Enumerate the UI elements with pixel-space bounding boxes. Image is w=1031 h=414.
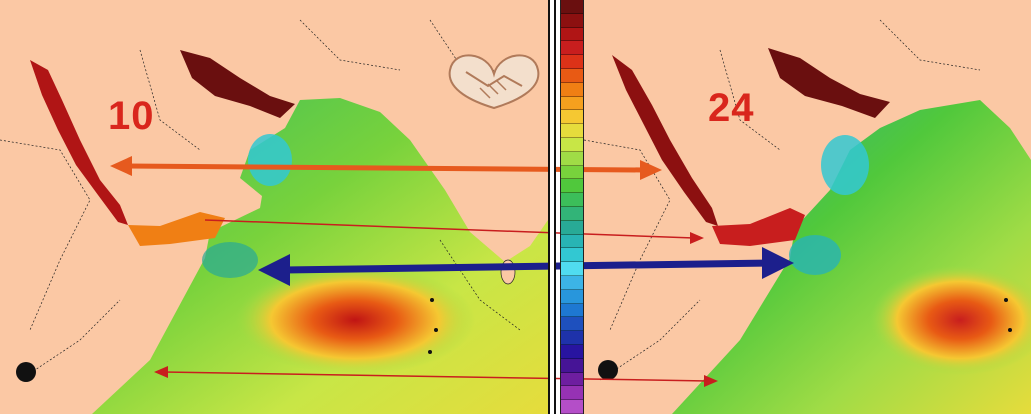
orange-arrowhead-right: [640, 160, 662, 180]
legend-swatch: [561, 248, 583, 263]
right-gulf-of-aden: [712, 208, 805, 246]
blue-arrowhead-left: [258, 254, 290, 286]
right-island-dark: [598, 360, 618, 380]
right-panel: [583, 0, 1031, 414]
legend-swatch: [561, 344, 583, 359]
legend-swatch: [561, 124, 583, 138]
legend-swatch: [561, 55, 583, 69]
arrows: [110, 156, 794, 387]
legend-swatch: [561, 193, 583, 207]
left-eddy-2: [202, 242, 258, 278]
legend-swatch: [561, 41, 583, 56]
legend-swatch: [561, 386, 583, 401]
legend-swatch: [561, 96, 583, 111]
right-persian-gulf: [768, 48, 890, 118]
legend-swatch: [561, 151, 583, 166]
blue-arrowhead-right: [762, 247, 794, 279]
left-persian-gulf: [180, 50, 295, 118]
legend-swatch: [561, 317, 583, 332]
right-panel-label: 24: [708, 86, 755, 130]
legend-swatch: [561, 372, 583, 387]
legend-swatch: [561, 179, 583, 194]
panel-divider: [548, 0, 556, 414]
left-red-sea: [30, 60, 128, 225]
legend-swatch: [561, 165, 583, 180]
right-borders: [583, 19, 981, 381]
legend-swatch: [561, 331, 583, 345]
legend-swatch: [561, 13, 583, 28]
handshake-heart-watermark-icon: [448, 54, 540, 110]
color-scale-legend: [560, 0, 584, 414]
left-island-dark: [16, 362, 36, 382]
left-warm-core: [235, 265, 475, 375]
legend-swatch: [561, 110, 583, 125]
thin-arrow-upper: [204, 219, 695, 239]
legend-swatch: [561, 27, 583, 42]
legend-swatch: [561, 262, 583, 276]
legend-swatch: [561, 289, 583, 304]
right-red-sea: [612, 55, 718, 226]
right-warm-core: [870, 265, 1031, 375]
right-eddy-2: [789, 235, 841, 275]
thin-arrow-lower: [163, 371, 709, 382]
legend-swatch: [561, 400, 583, 414]
legend-swatch: [561, 0, 583, 14]
legend-swatch: [561, 206, 583, 221]
left-panel-label: 10: [108, 94, 155, 138]
legend-swatch: [561, 82, 583, 97]
left-cold-eddy: [248, 134, 292, 186]
legend-swatch: [561, 234, 583, 249]
legend-swatch: [561, 220, 583, 235]
right-cold-eddy: [821, 135, 869, 195]
legend-swatch: [561, 275, 583, 290]
legend-swatch: [561, 137, 583, 152]
legend-swatch: [561, 358, 583, 373]
legend-swatch: [561, 303, 583, 318]
orange-double-arrow: [125, 163, 645, 173]
legend-swatch: [561, 68, 583, 83]
blue-double-arrow: [283, 259, 771, 274]
left-gulf-of-aden: [128, 212, 225, 246]
orange-arrowhead-left: [110, 156, 132, 176]
